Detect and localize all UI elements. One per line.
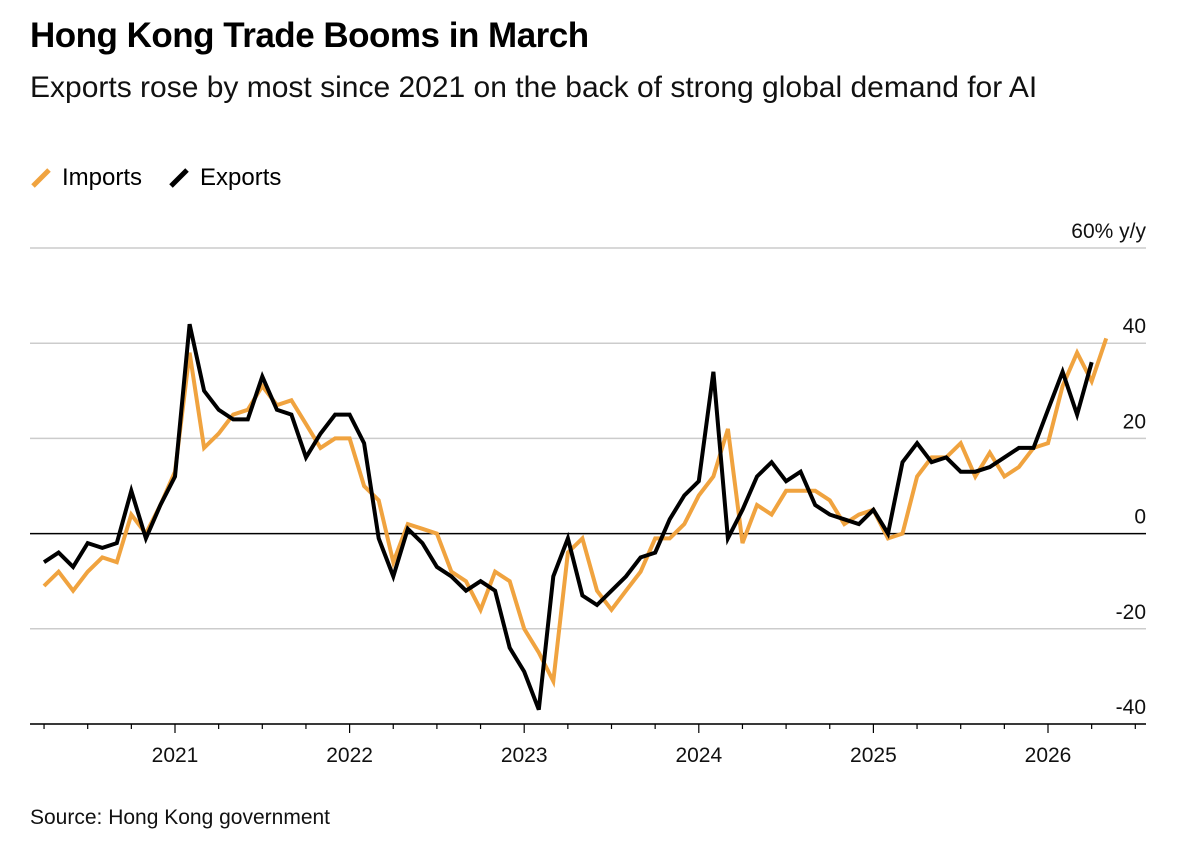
- y-tick-label: 0: [1134, 506, 1146, 529]
- legend-swatch-exports: [169, 168, 189, 188]
- series-lines: [42, 323, 1109, 711]
- legend-label-exports: Exports: [200, 164, 282, 191]
- y-tick-label: 60% y/y: [1071, 220, 1146, 243]
- legend: Imports Exports: [30, 164, 307, 192]
- x-tick-label: 2025: [850, 744, 897, 767]
- x-tick-label: 2021: [152, 744, 199, 767]
- x-axis: 2021 2022 2023 2024 2025 2026: [30, 723, 1146, 767]
- y-tick-label: -20: [1116, 601, 1146, 624]
- series-line-exports: [42, 323, 1094, 711]
- x-tick-label: 2023: [501, 744, 548, 767]
- chart-subtitle: Exports rose by most since 2021 on the b…: [30, 71, 1038, 104]
- y-tick-label: 40: [1123, 315, 1146, 338]
- legend-item-exports: Exports: [168, 164, 281, 192]
- y-axis-tick-labels: -40 -20 0 20 40 60% y/y: [1071, 220, 1146, 719]
- x-tick-label: 2026: [1025, 744, 1072, 767]
- y-tick-label: -40: [1116, 696, 1146, 719]
- source-note: Source: Hong Kong government: [30, 806, 331, 829]
- y-tick-label: 20: [1123, 410, 1146, 433]
- x-tick-label: 2022: [326, 744, 373, 767]
- legend-label-imports: Imports: [62, 164, 143, 191]
- legend-item-imports: Imports: [30, 164, 142, 192]
- chart-title: Hong Kong Trade Booms in March: [30, 16, 589, 55]
- gridlines: [30, 247, 1146, 725]
- x-tick-label: 2024: [675, 744, 722, 767]
- legend-swatch-imports: [31, 168, 51, 188]
